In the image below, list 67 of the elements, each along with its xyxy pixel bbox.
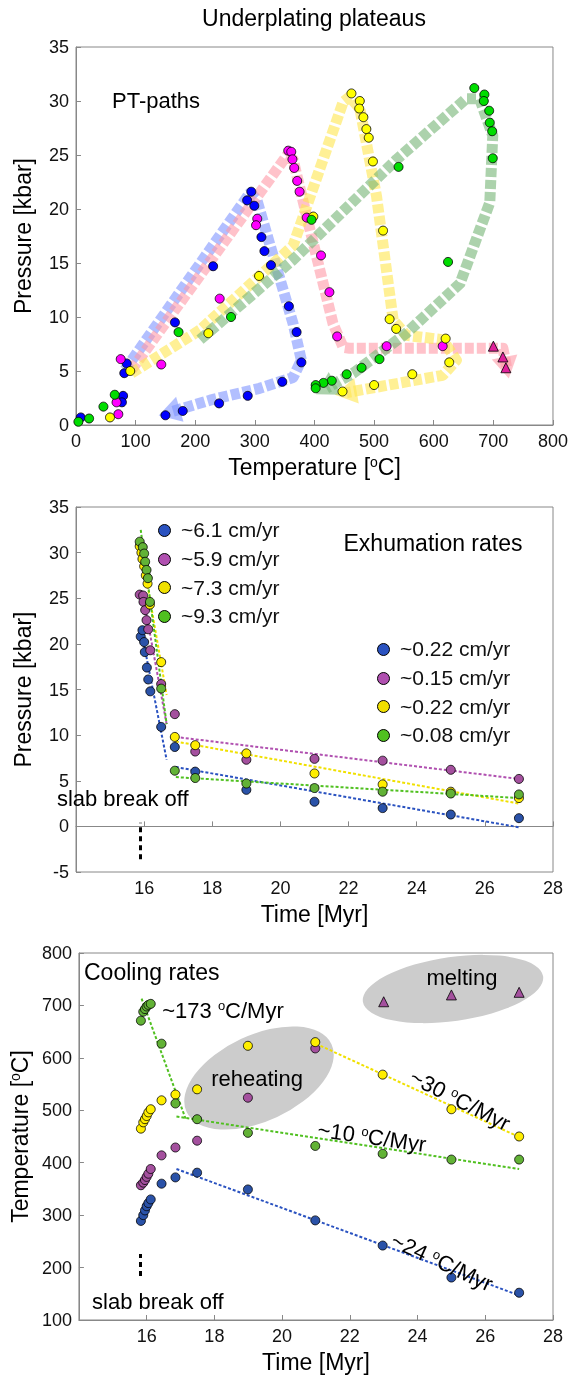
y-tick-label: 10 — [48, 307, 69, 327]
annotation: melting — [426, 964, 498, 990]
x-tick-label: 18 — [202, 878, 223, 898]
legend-label: ~5.9 cm/yr — [181, 547, 280, 572]
x-tick-label: 600 — [418, 431, 449, 451]
y-tick-label: 100 — [41, 1310, 72, 1330]
y-tick-label: 300 — [41, 1205, 72, 1226]
x-tick-label: 100 — [120, 431, 151, 451]
x-tick-label: 16 — [136, 1326, 157, 1346]
y-tick-label: 30 — [48, 91, 69, 111]
x-tick-label: 16 — [134, 878, 155, 898]
chart-title: Underplating plateaus — [202, 5, 426, 31]
y-tick-label: 10 — [48, 725, 69, 746]
y-axis-title: Pressure [kbar] — [9, 611, 36, 768]
x-tick-label: 22 — [339, 1326, 360, 1346]
y-tick-label: 15 — [48, 679, 69, 700]
y-tick-label: 400 — [41, 1152, 72, 1173]
x-tick-label: 200 — [180, 431, 211, 451]
y-tick-label: 35 — [48, 497, 69, 517]
annotation: reheating — [211, 1065, 303, 1091]
legend-label: ~0.22 cm/yr — [400, 637, 511, 662]
y-tick-label: 200 — [41, 1257, 72, 1278]
legend-label: ~0.15 cm/yr — [400, 666, 511, 691]
y-tick-label: 35 — [48, 37, 69, 57]
y-tick-label: 30 — [48, 542, 69, 563]
legend-label: ~0.08 cm/yr — [400, 723, 511, 748]
chart-title: Cooling rates — [84, 959, 220, 985]
y-axis-title: Pressure [kbar] — [9, 158, 36, 314]
y-tick-label: 800 — [41, 943, 72, 963]
x-tick-label: 24 — [407, 1326, 428, 1346]
x-tick-label: 26 — [474, 878, 495, 898]
ref-line-label: slab break off — [92, 1289, 225, 1315]
x-tick-label: 22 — [338, 878, 359, 898]
annotation: ~10 oC/Myr — [316, 1117, 428, 1157]
x-tick-label: 18 — [204, 1326, 225, 1346]
y-tick-label: 20 — [48, 199, 69, 219]
annotation: PT-paths — [111, 87, 201, 113]
y-tick-label: 15 — [48, 253, 69, 273]
y-tick-label: 0 — [58, 415, 69, 435]
y-tick-label: 0 — [58, 816, 69, 837]
y-tick-label: 500 — [41, 1100, 72, 1121]
x-tick-label: 28 — [542, 1326, 564, 1346]
x-tick-label: 26 — [475, 1326, 496, 1346]
y-tick-label: 20 — [48, 633, 69, 654]
x-tick-label: 24 — [406, 878, 427, 898]
x-tick-label: 500 — [359, 431, 390, 451]
y-tick-label: 5 — [58, 361, 69, 381]
legend-label: ~0.22 cm/yr — [400, 694, 511, 719]
y-tick-label: 25 — [48, 145, 69, 165]
legend-label: ~6.1 cm/yr — [181, 518, 280, 543]
y-tick-label: 25 — [48, 588, 69, 609]
x-axis-title: Time [Myr] — [260, 900, 369, 927]
x-tick-label: 20 — [270, 878, 291, 898]
legend-label: ~7.3 cm/yr — [181, 575, 280, 600]
x-tick-label: 300 — [239, 431, 270, 451]
x-tick-label: 28 — [542, 878, 564, 898]
y-tick-label: 600 — [41, 1047, 72, 1068]
x-tick-label: 800 — [537, 431, 569, 451]
x-tick-label: 700 — [478, 431, 509, 451]
annotation: ~24 oC/Myr — [387, 1227, 497, 1297]
x-tick-label: 400 — [299, 431, 330, 451]
y-tick-label: -5 — [52, 862, 69, 882]
text: Exhumation rates — [343, 530, 523, 556]
legend-label: ~9.3 cm/yr — [181, 604, 280, 629]
x-tick-label: 20 — [272, 1326, 293, 1346]
x-axis-title: Time [Myr] — [262, 1348, 370, 1375]
y-tick-label: 700 — [41, 995, 72, 1016]
